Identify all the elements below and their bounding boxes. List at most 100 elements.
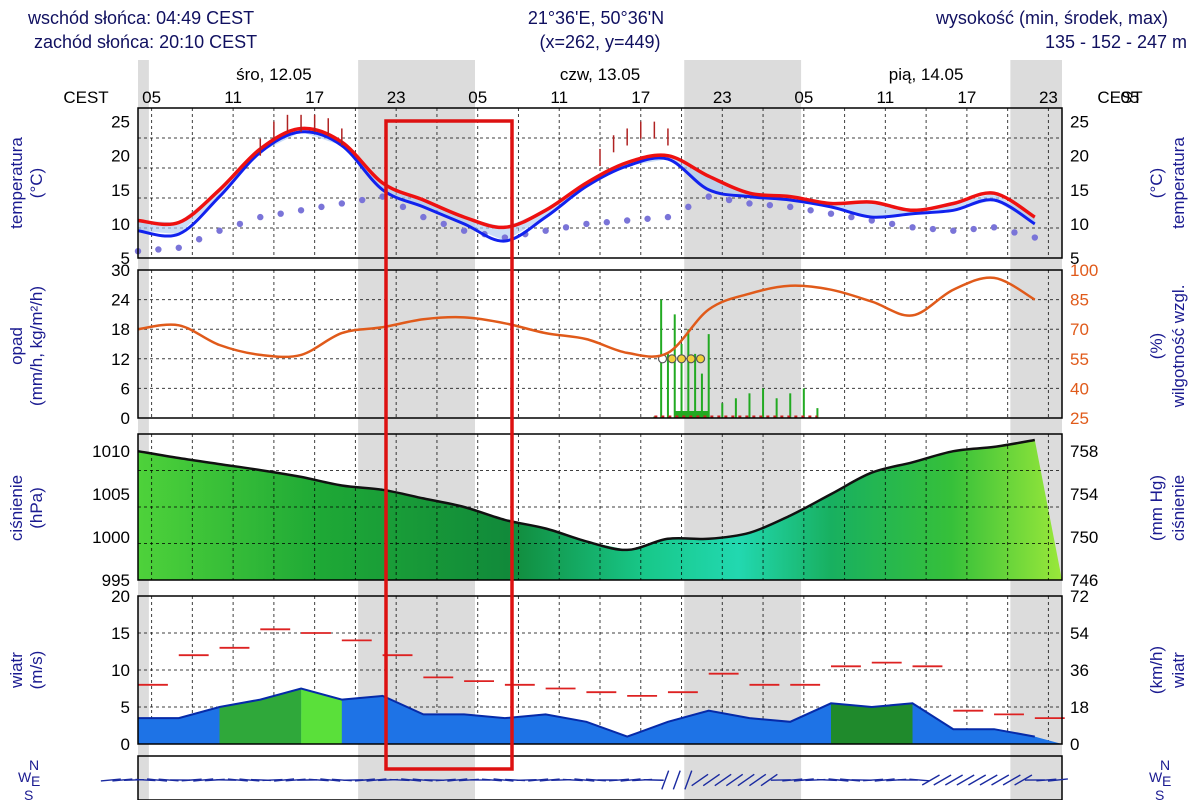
dewpoint-point bbox=[970, 225, 977, 233]
dewpoint-point bbox=[603, 219, 610, 226]
dewpoint-point bbox=[583, 220, 590, 228]
left-tick-label: 30 bbox=[111, 261, 130, 280]
dewpoint-point bbox=[542, 227, 549, 234]
dewpoint-point bbox=[827, 210, 835, 217]
day-label: pią, 14.05 bbox=[889, 65, 964, 84]
wind-direction-arrow bbox=[691, 773, 709, 787]
temperature-panel: 25 20 15 10 5 25 20 15 10 5 bbox=[111, 107, 1089, 268]
dewpoint-point bbox=[950, 227, 957, 234]
wind-direction-arrow bbox=[672, 770, 681, 790]
pressure-area bbox=[138, 440, 1062, 580]
grid-point-text: (x=262, y=449) bbox=[539, 32, 660, 52]
wind-direction-arrow bbox=[944, 774, 963, 786]
hour-tick-label: 17 bbox=[305, 88, 324, 107]
wind-direction-arrow bbox=[608, 778, 630, 782]
left-tick-label: 5 bbox=[121, 249, 130, 268]
pressure-axis-label-1: ciśnienie bbox=[7, 475, 26, 541]
wind-direction-arrow bbox=[782, 778, 803, 782]
wind-direction-panel bbox=[100, 755, 1068, 800]
dewpoint-point bbox=[766, 201, 774, 209]
hour-tick-label: 05 bbox=[794, 88, 813, 107]
left-tick-label: 25 bbox=[111, 113, 130, 132]
grid bbox=[138, 434, 1062, 580]
left-tick-label: 0 bbox=[121, 735, 130, 754]
elevation-values: 135 - 152 - 247 m bbox=[1045, 32, 1187, 52]
wind-direction-arrow bbox=[828, 778, 849, 782]
wind-strong-segment bbox=[831, 703, 913, 744]
dewpoint-point bbox=[644, 215, 651, 222]
wind-direction-arrow bbox=[389, 778, 410, 782]
dewpoint-point bbox=[685, 203, 692, 211]
left-tick-label: 1000 bbox=[92, 528, 130, 547]
hour-tick-label: 11 bbox=[877, 88, 895, 107]
sunrise-text: wschód słońca: 04:49 CEST bbox=[27, 8, 254, 28]
dewpoint-point bbox=[216, 227, 223, 234]
right-tick-label: 18 bbox=[1070, 698, 1089, 717]
grid bbox=[138, 270, 1062, 418]
hour-tick-label: 11 bbox=[550, 88, 568, 107]
dewpoint-point bbox=[909, 224, 916, 231]
precip-axis-label-1: opad bbox=[7, 327, 26, 365]
right-tick-label: 10 bbox=[1070, 215, 1089, 234]
right-tick-label: 70 bbox=[1070, 320, 1089, 339]
wind-direction-arrow bbox=[193, 778, 214, 782]
left-tick-label: 12 bbox=[111, 350, 130, 369]
grid bbox=[138, 596, 1062, 744]
day-labels: śro, 12.05 czw, 13.05 pią, 14.05 bbox=[236, 65, 963, 84]
dewpoint-point bbox=[236, 220, 244, 228]
elevation-label: wysokość (min, środek, max) bbox=[935, 8, 1168, 28]
hour-tick-label: 05 bbox=[468, 88, 487, 107]
precip-type-marker bbox=[695, 354, 706, 364]
wind-direction-arrow bbox=[1047, 778, 1068, 782]
wind-axis-right-label-1: (km/h) bbox=[1147, 646, 1166, 694]
left-tick-label: 6 bbox=[121, 379, 130, 398]
left-tick-label: 10 bbox=[111, 661, 130, 680]
wind-direction-arrow bbox=[643, 779, 664, 781]
pressure-axis-right-label-2: ciśnienie bbox=[1169, 475, 1188, 541]
highlight-rectangle bbox=[384, 119, 514, 771]
wind-direction-arrow bbox=[749, 773, 767, 787]
wind-direction-arrow bbox=[262, 778, 283, 782]
hour-tick-label: 11 bbox=[224, 88, 242, 107]
right-tick-label: 15 bbox=[1070, 181, 1089, 200]
wind-direction-arrow bbox=[401, 778, 422, 782]
night-bands bbox=[138, 60, 1062, 800]
wind-direction-arrow bbox=[702, 773, 721, 787]
wind-direction-arrow bbox=[956, 774, 975, 786]
left-tick-label: 20 bbox=[111, 587, 130, 606]
wind-direction-arrow bbox=[714, 773, 732, 787]
wind-direction-arrow bbox=[100, 778, 121, 782]
right-tick-label: 754 bbox=[1070, 485, 1098, 504]
dewpoint-point bbox=[787, 203, 794, 211]
compass-left: N W E S bbox=[18, 757, 40, 800]
panel-frame bbox=[137, 107, 1063, 259]
svg-text:W: W bbox=[18, 769, 32, 785]
dewpoint-point bbox=[297, 207, 305, 214]
wind-direction-arrow bbox=[227, 778, 248, 782]
left-tick-label: 995 bbox=[102, 571, 130, 590]
wind-speed-line bbox=[138, 687, 1035, 738]
dewpoint-point bbox=[338, 200, 346, 207]
dewpoint-point bbox=[868, 217, 875, 224]
dewpoint-point bbox=[399, 203, 407, 211]
dewpoint-point bbox=[725, 196, 733, 204]
dewpoint-point bbox=[746, 200, 753, 207]
wind-direction-arrow bbox=[135, 778, 156, 782]
temperature-axis-right-label-2: temperatura bbox=[1169, 137, 1188, 229]
svg-text:S: S bbox=[1155, 787, 1164, 800]
dewpoint-point bbox=[623, 217, 631, 224]
dewpoint-point bbox=[379, 193, 386, 200]
pressure-axis-right-label-1: (mm Hg) bbox=[1147, 475, 1166, 541]
left-tick-label: 20 bbox=[111, 147, 130, 166]
wind-strong-segment bbox=[301, 688, 342, 744]
dewpoint-point bbox=[807, 207, 814, 214]
dewpoint-point bbox=[277, 210, 284, 217]
right-tick-label: 25 bbox=[1070, 113, 1089, 132]
compass-right: N W E S bbox=[1149, 757, 1171, 800]
precip-mean-bar bbox=[674, 411, 709, 418]
wind-direction-arrow bbox=[181, 778, 202, 782]
precip-axis-label-2: (mm/h, kg/m²/h) bbox=[27, 286, 46, 406]
wind-direction-arrow bbox=[737, 773, 755, 787]
wind-direction-arrow bbox=[447, 778, 468, 782]
